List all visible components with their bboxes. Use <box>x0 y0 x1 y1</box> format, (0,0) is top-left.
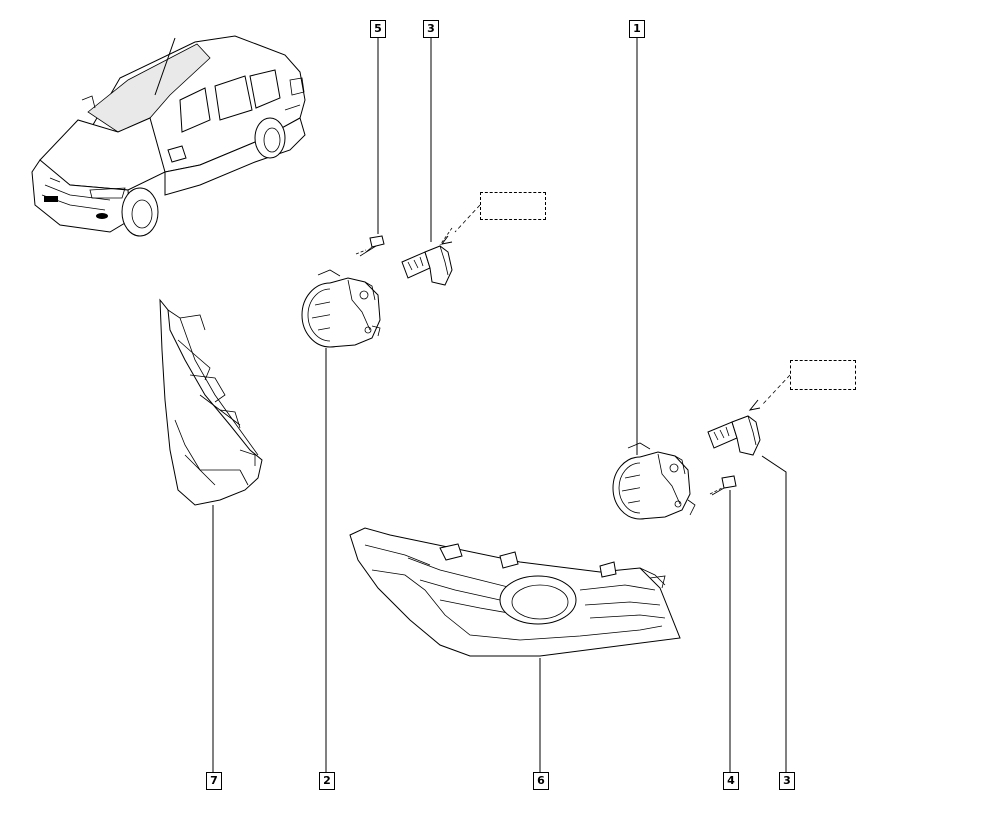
part-1-fog-lamp <box>612 442 696 520</box>
bulb-reference-box-right <box>790 360 856 390</box>
part-5-screw <box>355 235 385 257</box>
callout-7: 7 <box>206 772 222 790</box>
car-illustration <box>31 35 306 237</box>
callout-1: 1 <box>629 20 645 38</box>
callout-4: 4 <box>723 772 739 790</box>
part-6-grille <box>349 527 681 657</box>
callout-3-top: 3 <box>423 20 439 38</box>
leader-lines <box>212 36 787 772</box>
part-4-screw <box>709 475 737 496</box>
callout-6: 6 <box>533 772 549 790</box>
part-3-bulb-left <box>401 227 453 286</box>
part-2-fog-lamp <box>301 269 381 348</box>
part-3-bulb-right <box>707 399 761 456</box>
part-7-bracket <box>159 298 263 506</box>
callout-5: 5 <box>370 20 386 38</box>
callout-3-bottom: 3 <box>779 772 795 790</box>
callout-2: 2 <box>319 772 335 790</box>
bulb-reference-box-left <box>480 192 546 220</box>
